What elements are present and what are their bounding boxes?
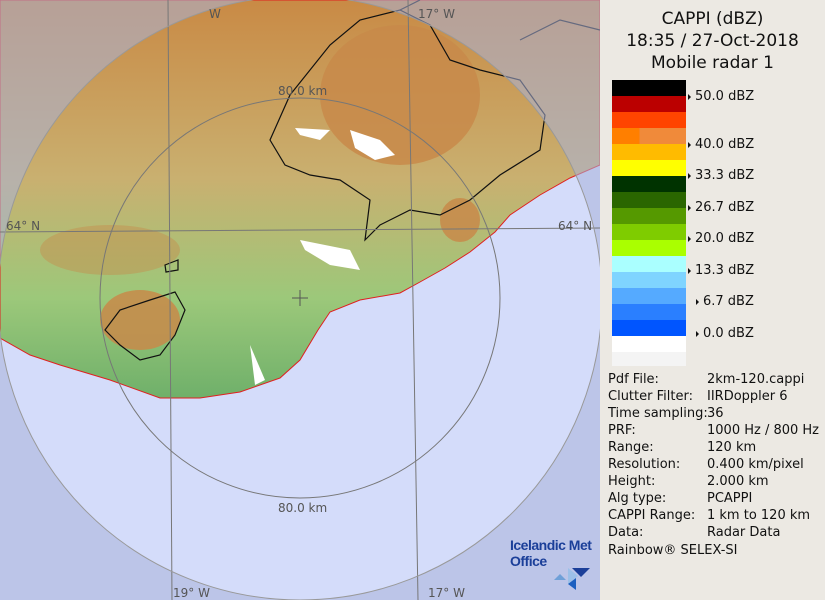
legend-swatch	[612, 288, 686, 304]
metadata-value: 2.000 km	[707, 474, 769, 489]
legend-tick-label: 6.7 dBZ	[688, 294, 754, 309]
metadata-key: Alg type:	[608, 491, 667, 506]
range-label-top: 80.0 km	[278, 84, 327, 98]
metadata-key: Pdf File:	[608, 372, 659, 387]
legend-swatch	[612, 336, 686, 352]
legend-tick-label: 50.0 dBZ	[688, 89, 754, 104]
metadata-key: Height:	[608, 474, 656, 489]
legend-swatch	[612, 304, 686, 320]
metadata-value: 120 km	[707, 440, 757, 455]
icelandic-met-office-logo: Icelandic Met Office	[510, 537, 592, 569]
info-panel: CAPPI (dBZ) 18:35 / 27-Oct-2018 Mobile r…	[600, 0, 825, 600]
metadata-row: Height: 2.000 km	[608, 473, 819, 490]
legend-tick-label: 40.0 dBZ	[688, 137, 754, 152]
legend-swatch	[612, 320, 686, 336]
legend-swatch	[612, 192, 686, 208]
logo-line-2: Office	[510, 553, 547, 569]
lon-label-bottom-left: 19° W	[173, 586, 210, 600]
metadata-row: Resolution: 0.400 km/pixel	[608, 456, 819, 473]
color-legend	[612, 80, 686, 366]
legend-swatch	[612, 144, 686, 160]
legend-swatch	[612, 256, 686, 272]
logo-line-1: Icelandic Met	[510, 537, 592, 553]
legend-swatch	[612, 240, 686, 256]
metadata-row: Data: Radar Data	[608, 524, 819, 541]
legend-swatch	[612, 224, 686, 240]
metadata-table: Pdf File: 2km-120.cappi Clutter Filter: IIR…	[608, 371, 819, 541]
metadata-value: Radar Data	[707, 525, 781, 540]
legend-tick-label: 26.7 dBZ	[688, 200, 754, 215]
legend-swatch	[612, 352, 686, 366]
lon-label-bottom-right: 17° W	[428, 586, 465, 600]
metadata-key: Range:	[608, 440, 654, 455]
graticule	[0, 0, 600, 600]
metadata-row: Range: 120 km	[608, 439, 819, 456]
metadata-row: Time sampling: 36	[608, 405, 819, 422]
legend-swatch	[612, 128, 686, 144]
metadata-value: 2km-120.cappi	[707, 372, 805, 387]
metadata-value: IIRDoppler 6	[707, 389, 788, 404]
legend-tick-label: 0.0 dBZ	[688, 326, 754, 341]
metadata-key: CAPPI Range:	[608, 508, 696, 523]
metadata-value: PCAPPI	[707, 491, 753, 506]
legend-swatch	[612, 112, 686, 128]
radar-name: Mobile radar 1	[651, 53, 774, 73]
metadata-row: Pdf File: 2km-120.cappi	[608, 371, 819, 388]
software-credit: Rainbow® SELEX-SI	[608, 543, 738, 558]
metadata-row: Clutter Filter: IIRDoppler 6	[608, 388, 819, 405]
metadata-key: PRF:	[608, 423, 636, 438]
product-title: CAPPI (dBZ)	[661, 9, 764, 29]
lon-label-top-left: W	[209, 7, 221, 21]
logo-arrows-icon	[554, 568, 590, 590]
metadata-row: PRF: 1000 Hz / 800 Hz	[608, 422, 819, 439]
range-ring-80km	[99, 97, 501, 499]
metadata-key: Data:	[608, 525, 644, 540]
metadata-key: Time sampling:	[608, 406, 708, 421]
metadata-value: 0.400 km/pixel	[707, 457, 804, 472]
legend-swatch	[612, 96, 686, 112]
metadata-key: Clutter Filter:	[608, 389, 693, 404]
legend-swatch	[612, 80, 686, 96]
range-label-bottom: 80.0 km	[278, 501, 327, 515]
datetime: 18:35 / 27-Oct-2018	[626, 31, 799, 51]
metadata-value: 36	[707, 406, 724, 421]
lon-label-top-right: 17° W	[418, 7, 455, 21]
legend-tick-label: 33.3 dBZ	[688, 168, 754, 183]
metadata-value: 1000 Hz / 800 Hz	[707, 423, 820, 438]
metadata-row: Alg type: PCAPPI	[608, 490, 819, 507]
legend-tick-label: 13.3 dBZ	[688, 263, 754, 278]
legend-tick-label: 20.0 dBZ	[688, 231, 754, 246]
legend-swatch	[612, 160, 686, 176]
legend-swatch	[612, 176, 686, 192]
legend-swatch	[612, 208, 686, 224]
metadata-value: 1 km to 120 km	[707, 508, 811, 523]
radar-site-marker	[292, 290, 308, 306]
metadata-key: Resolution:	[608, 457, 681, 472]
lat-label-left: 64° N	[6, 219, 40, 233]
lat-label-right: 64° N	[558, 219, 592, 233]
metadata-row: CAPPI Range: 1 km to 120 km	[608, 507, 819, 524]
radar-map[interactable]: 80.0 km 80.0 km 64° N 64° N W 17° W 19° …	[0, 0, 600, 600]
legend-swatch	[612, 272, 686, 288]
